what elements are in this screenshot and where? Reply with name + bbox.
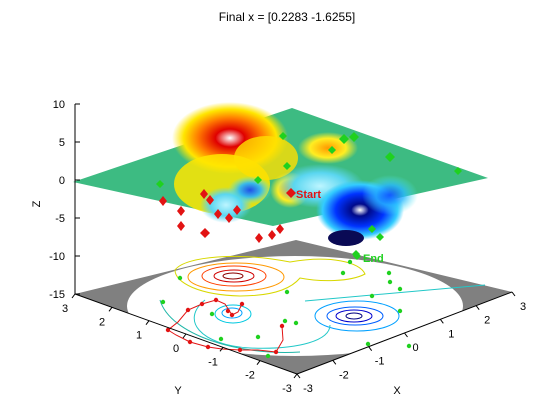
x-tick-mark bbox=[332, 360, 337, 365]
z-axis-label: Z bbox=[31, 200, 43, 207]
x-tick-label: -2 bbox=[339, 369, 349, 381]
z-tick-label: 0 bbox=[59, 175, 65, 187]
x-tick-mark bbox=[475, 305, 480, 310]
surface bbox=[73, 102, 488, 246]
y-tick-mark bbox=[182, 333, 187, 339]
y-tick-label: 3 bbox=[62, 303, 68, 315]
z-tick-label: -10 bbox=[49, 251, 65, 263]
contour-lines bbox=[159, 256, 486, 353]
x-tick-label: -1 bbox=[375, 356, 385, 368]
x-tick-mark bbox=[439, 319, 444, 324]
y-axis-ticks: 3 2 1 0 -1 -2 -3 bbox=[62, 293, 298, 395]
contour-floor bbox=[75, 240, 512, 374]
x-axis: -3 -2 -1 0 1 2 3 X bbox=[296, 291, 526, 397]
z-tick-label: 5 bbox=[59, 137, 65, 149]
x-axis-label: X bbox=[393, 385, 401, 397]
surface-red-markers bbox=[159, 189, 284, 243]
z-axis-ticks: -15 -10 -5 0 5 10 bbox=[49, 99, 80, 301]
x-axis-ticks: -3 -2 -1 0 1 2 3 bbox=[296, 291, 526, 395]
floor-path bbox=[167, 299, 284, 353]
z-tick-label: -5 bbox=[55, 213, 65, 225]
y-tick-label: -1 bbox=[208, 356, 218, 368]
end-marker-group: End bbox=[353, 252, 384, 265]
x-tick-mark bbox=[368, 346, 373, 351]
floor-path-markers bbox=[165, 297, 285, 355]
y-tick-label: -2 bbox=[245, 370, 255, 382]
x-tick-label: 1 bbox=[448, 328, 454, 340]
x-tick-label: 0 bbox=[412, 342, 418, 354]
floor-green-markers bbox=[160, 259, 412, 359]
contour-disk bbox=[127, 256, 463, 356]
z-axis: -15 -10 -5 0 5 10 Z bbox=[31, 99, 80, 301]
start-label: Start bbox=[296, 189, 321, 201]
chart-title: Final x = [0.2283 -1.6255] bbox=[219, 10, 355, 24]
x-tick-mark bbox=[404, 332, 408, 338]
y-axis-label: Y bbox=[174, 385, 182, 397]
x-tick-label: 2 bbox=[484, 315, 490, 327]
y-tick-mark bbox=[219, 347, 224, 352]
y-tick-label: 0 bbox=[173, 343, 179, 355]
surface-secondary-peak bbox=[298, 132, 358, 164]
y-tick-mark bbox=[108, 307, 113, 312]
x-tick-mark bbox=[511, 291, 516, 297]
start-marker-group: Start bbox=[286, 188, 321, 201]
y-tick-label: 1 bbox=[136, 330, 142, 342]
z-tick-label: -15 bbox=[49, 289, 65, 301]
y-tick-mark bbox=[293, 373, 298, 379]
y-tick-label: -3 bbox=[282, 383, 292, 395]
y-axis: 3 2 1 0 -1 -2 -3 Y bbox=[62, 293, 298, 397]
end-marker bbox=[353, 252, 361, 260]
end-label: End bbox=[363, 253, 384, 265]
x-tick-label: -3 bbox=[303, 383, 313, 395]
y-tick-mark bbox=[145, 320, 150, 325]
y-tick-mark bbox=[71, 293, 76, 299]
y-tick-mark bbox=[256, 360, 261, 365]
y-tick-label: 2 bbox=[99, 316, 105, 328]
x-tick-mark bbox=[296, 373, 301, 379]
x-tick-label: 3 bbox=[520, 301, 526, 313]
start-marker bbox=[286, 188, 296, 198]
z-tick-label: 10 bbox=[53, 99, 65, 111]
